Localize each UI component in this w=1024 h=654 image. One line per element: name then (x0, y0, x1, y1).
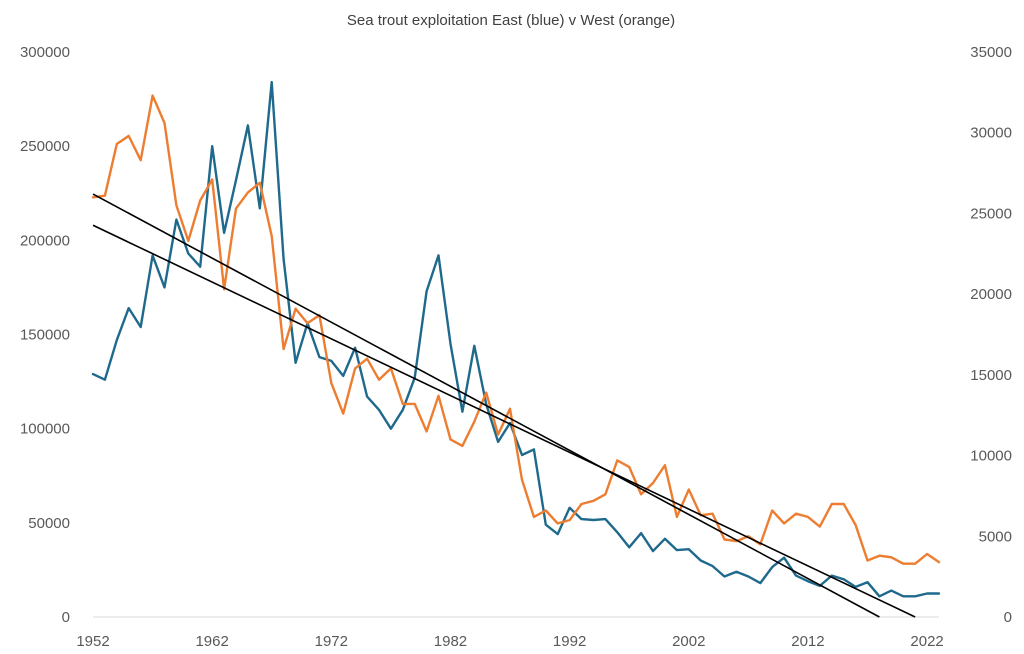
y-right-tick-label: 15000 (970, 367, 1012, 384)
x-tick-label: 2022 (910, 633, 943, 650)
y-left-axis: 0 50000 100000 150000 200000 250000 300000 (20, 44, 70, 626)
x-axis: 1952 1962 1972 1982 1992 2002 2012 2022 (76, 633, 943, 650)
trendline-east-trend (92, 224, 916, 618)
trendline-west-trend (92, 193, 880, 618)
chart-title: Sea trout exploitation East (blue) v Wes… (347, 12, 675, 29)
y-left-tick-label: 100000 (20, 421, 70, 438)
trendline-layer (92, 193, 916, 618)
x-tick-label: 2002 (672, 633, 705, 650)
series-layer (91, 80, 941, 598)
x-tick-label: 1962 (195, 633, 228, 650)
y-right-tick-label: 5000 (979, 528, 1012, 545)
x-tick-label: 1982 (434, 633, 467, 650)
y-right-axis: 0 5000 10000 15000 20000 25000 30000 35000 (970, 44, 1012, 626)
x-tick-label: 1972 (315, 633, 348, 650)
y-left-tick-label: 250000 (20, 138, 70, 155)
y-left-tick-label: 50000 (28, 515, 70, 532)
x-tick-label: 1992 (553, 633, 586, 650)
y-right-tick-label: 35000 (970, 44, 1012, 61)
y-right-tick-label: 10000 (970, 448, 1012, 465)
x-tick-label: 2012 (791, 633, 824, 650)
y-right-tick-label: 25000 (970, 205, 1012, 222)
y-left-tick-label: 150000 (20, 327, 70, 344)
y-right-tick-label: 0 (1004, 609, 1012, 626)
y-left-tick-label: 300000 (20, 44, 70, 61)
series-line-west (91, 94, 941, 565)
x-tick-label: 1952 (76, 633, 109, 650)
y-left-tick-label: 200000 (20, 232, 70, 249)
y-left-tick-label: 0 (62, 609, 70, 626)
y-right-tick-label: 30000 (970, 125, 1012, 142)
y-right-tick-label: 20000 (970, 286, 1012, 303)
